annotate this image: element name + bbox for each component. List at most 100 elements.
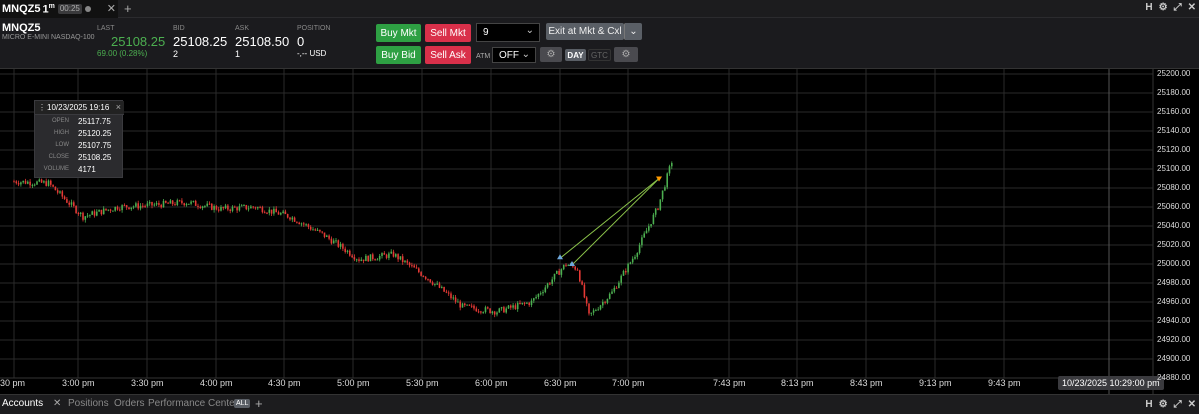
candle-body [337,240,340,247]
help-icon[interactable]: H [1145,399,1153,410]
candle-body [15,181,18,184]
high-label: HIGH [54,130,69,136]
atm-select[interactable]: OFF ⌄ [492,47,536,63]
order-settings-gear-icon[interactable]: ⚙ [614,47,638,62]
candle-body [190,201,192,204]
candle-body [75,205,77,214]
candle-body [438,283,441,288]
candle-body [622,270,625,276]
tab-accounts[interactable]: Accounts [2,398,44,409]
price-axis-label: 25060.00 [1157,202,1191,211]
ohlc-header[interactable]: ⋮ 10/23/2025 19:16 × [35,101,124,115]
candle-body [388,253,390,258]
candle-body [238,206,241,211]
candle-body [565,264,567,266]
add-tab-icon[interactable]: + [124,1,132,16]
chart-tab[interactable]: MNQZ5 1m 00:25 ✕ [0,0,118,18]
exit-dropdown-button[interactable]: ⌄ [624,23,642,40]
candle-body [33,184,36,186]
candle-body [162,200,165,208]
candle-body [464,303,466,306]
close-panel-icon[interactable]: ✕ [1187,399,1196,410]
price-axis-label: 24940.00 [1157,316,1191,325]
candle-body [47,180,50,186]
candle-body [135,203,137,207]
candle-body [167,202,169,204]
candle-body [119,209,121,211]
candle-body [395,254,397,257]
atm-settings-gear-icon[interactable]: ⚙ [540,47,562,62]
tab-orders[interactable]: Orders [114,398,145,409]
candle-body [666,173,668,188]
bid-label: BID [173,25,185,32]
close-tooltip-icon[interactable]: × [115,102,121,112]
tif-gtc-chip[interactable]: GTC [588,49,611,61]
candle-body [648,226,650,231]
buy-bid-button[interactable]: Buy Bid [376,46,421,64]
candle-body [192,200,195,202]
price-axis-label: 25120.00 [1157,145,1191,154]
exit-cancel-button[interactable]: Exit at Mkt & Cxl [546,23,624,40]
close-tab-icon[interactable]: ✕ [106,3,116,15]
price-axis-label: 25140.00 [1157,126,1191,135]
candle-body [592,310,595,313]
tab-positions[interactable]: Positions [68,398,109,409]
candle-body [510,305,512,308]
candle-body [314,229,317,231]
candle-body [84,216,87,220]
popout-icon[interactable]: ⤢ [1173,2,1182,13]
candle-body [459,301,461,308]
candle-body [362,259,365,262]
close-window-icon[interactable]: ✕ [1187,2,1196,13]
candle-body [245,205,248,210]
candle-body [109,209,112,211]
all-badge[interactable]: ALL [234,399,251,408]
candle-body [661,190,664,200]
add-panel-tab-icon[interactable]: + [255,396,263,411]
price-chart[interactable] [0,69,1199,394]
candle-body [169,200,172,204]
candle-body [643,233,645,238]
sell-mkt-button[interactable]: Sell Mkt [425,24,471,42]
candle-body [558,270,560,275]
quantity-select[interactable]: 9 ⌄ [476,23,540,42]
bar-timer: 00:25 [57,4,82,14]
time-axis-label: 6:00 pm [475,378,508,388]
ohlc-datetime: 10/23/2025 19:16 [47,103,110,112]
buy-mkt-button[interactable]: Buy Mkt [376,24,421,42]
candle-body [503,307,505,313]
help-icon[interactable]: H [1145,2,1153,13]
candle-body [280,213,282,215]
candle-body [27,181,29,184]
chart-canvas[interactable] [0,69,1199,394]
candle-body [390,251,392,254]
candle-body [627,263,629,273]
candle-body [351,255,353,258]
sell-ask-button[interactable]: Sell Ask [425,46,471,64]
popout-icon[interactable]: ⤢ [1173,399,1182,410]
candle-body [549,283,551,285]
candle-body [252,206,254,208]
candle-body [151,201,153,206]
candle-body [112,210,114,212]
candle-body [176,200,179,205]
candle-body [148,201,151,204]
candle-body [93,211,96,216]
candle-body [56,190,59,193]
ask-label: ASK [235,25,250,32]
candle-body [79,212,82,214]
candle-body [250,206,252,209]
tab-symbol: MNQZ5 [2,3,41,15]
candle-body [282,211,284,214]
gear-icon[interactable]: ⚙ [1158,399,1168,410]
drag-handle-icon[interactable]: ⋮ [38,103,46,112]
tif-day-chip[interactable]: DAY [565,49,586,61]
time-axis-label: 8:43 pm [850,378,883,388]
gear-icon[interactable]: ⚙ [1158,2,1168,13]
candle-body [286,214,289,218]
candle-body [551,279,553,284]
close-accounts-tab-icon[interactable]: ✕ [53,398,62,409]
tab-performance-center[interactable]: Performance Center [148,398,239,409]
candle-body [553,273,556,280]
candle-body [70,202,73,205]
